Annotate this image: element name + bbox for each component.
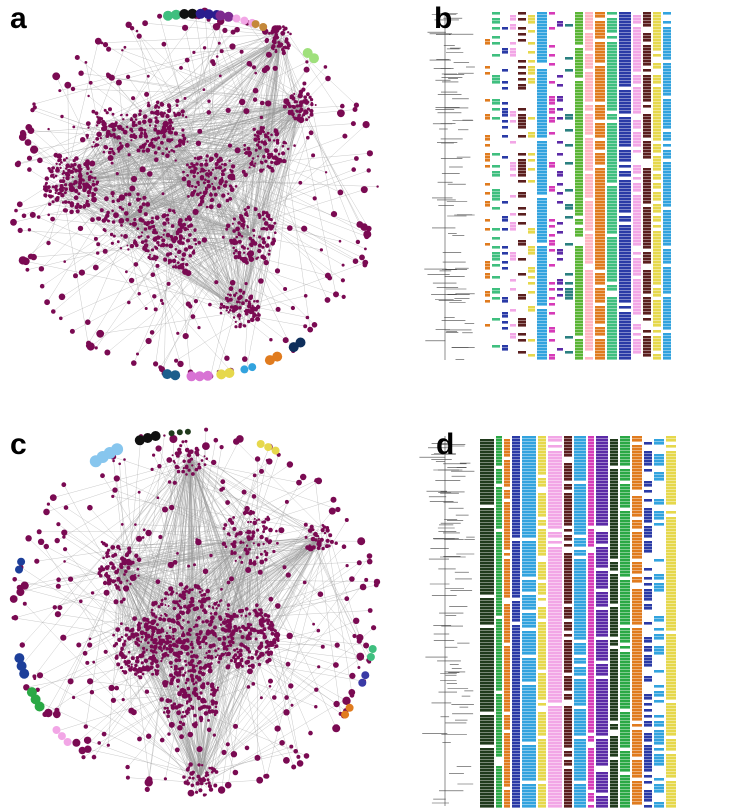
heatmap-cells xyxy=(480,436,676,808)
panel-a: a xyxy=(0,0,390,390)
phylogenetic-tree xyxy=(424,12,475,360)
heatmap-cells xyxy=(485,12,671,360)
edges xyxy=(13,429,378,794)
panel-b: b xyxy=(390,0,756,390)
panel-c: c xyxy=(0,418,390,808)
heatmap-b xyxy=(424,12,671,360)
network-graph-a xyxy=(10,7,379,382)
nodes xyxy=(10,7,379,379)
panel-label-b: b xyxy=(434,2,453,35)
heatmap-d xyxy=(419,436,676,808)
nodes xyxy=(9,427,381,797)
panel-label-c: c xyxy=(10,428,27,461)
edges xyxy=(13,11,378,377)
phylogenetic-tree xyxy=(419,436,475,806)
panel-d: d xyxy=(390,418,756,808)
panel-label-d: d xyxy=(436,428,455,461)
panel-label-a: a xyxy=(10,2,27,35)
network-graph-c xyxy=(9,427,381,797)
